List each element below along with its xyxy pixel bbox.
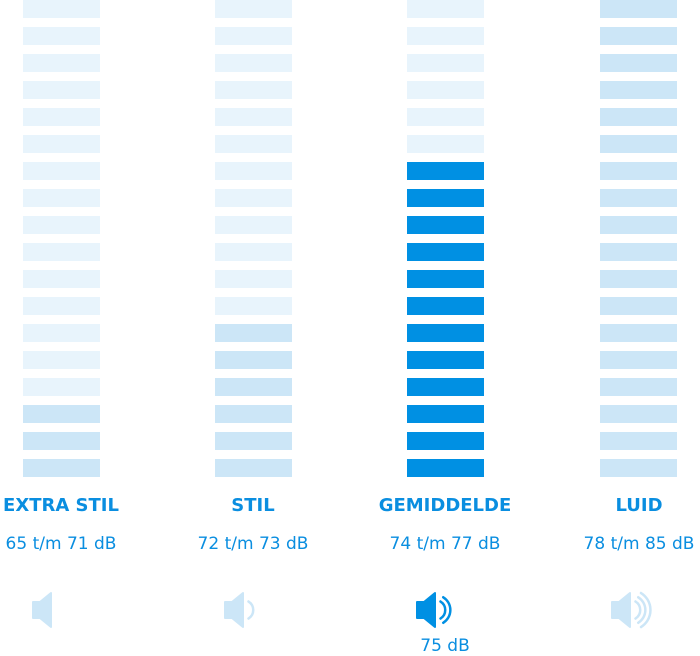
meter-segment bbox=[600, 189, 677, 207]
meter-segment bbox=[215, 216, 292, 234]
meter-segment bbox=[407, 135, 484, 153]
level-label: GEMIDDELDE bbox=[378, 495, 512, 516]
meter-segment bbox=[600, 351, 677, 369]
meter-segment bbox=[407, 459, 484, 477]
meter-segment bbox=[215, 378, 292, 396]
level-label: STIL bbox=[231, 495, 275, 516]
meter-segment bbox=[407, 297, 484, 315]
meter-segment bbox=[215, 324, 292, 342]
meter-segment bbox=[600, 432, 677, 450]
meter-segment bbox=[600, 216, 677, 234]
meter-segment bbox=[215, 243, 292, 261]
meter-segment bbox=[23, 81, 100, 99]
meter-segment bbox=[600, 135, 677, 153]
meter-segment bbox=[23, 135, 100, 153]
meter-segment bbox=[407, 54, 484, 72]
meter-segment bbox=[23, 324, 100, 342]
meter-segment bbox=[23, 243, 100, 261]
meter-segment bbox=[215, 108, 292, 126]
level-gemiddelde: GEMIDDELDE 74 t/m 77 dB 75 dB bbox=[349, 0, 541, 656]
meter-segment bbox=[23, 297, 100, 315]
speaker-1-wave-icon bbox=[224, 592, 255, 628]
meter-segment bbox=[600, 54, 677, 72]
meter-segment bbox=[407, 189, 484, 207]
speaker-3-waves-icon bbox=[611, 591, 652, 629]
meter-segment bbox=[407, 324, 484, 342]
level-label: LUID bbox=[615, 495, 663, 516]
meter-segment bbox=[600, 0, 677, 18]
level-meter bbox=[215, 0, 292, 477]
meter-segment bbox=[215, 297, 292, 315]
meter-segment bbox=[600, 108, 677, 126]
meter-segment bbox=[23, 378, 100, 396]
level-meter bbox=[23, 0, 100, 477]
level-range: 74 t/m 77 dB bbox=[389, 534, 501, 554]
meter-segment bbox=[407, 432, 484, 450]
meter-segment bbox=[407, 162, 484, 180]
level-luid: LUID 78 t/m 85 dB bbox=[543, 0, 700, 655]
meter-segment bbox=[215, 459, 292, 477]
meter-segment bbox=[600, 405, 677, 423]
meter-segment bbox=[407, 378, 484, 396]
meter-segment bbox=[407, 81, 484, 99]
meter-segment bbox=[23, 216, 100, 234]
meter-segment bbox=[23, 162, 100, 180]
meter-segment bbox=[215, 351, 292, 369]
meter-segment bbox=[215, 27, 292, 45]
meter-segment bbox=[600, 162, 677, 180]
level-label: EXTRA STIL bbox=[3, 495, 119, 516]
meter-segment bbox=[23, 459, 100, 477]
meter-segment bbox=[407, 216, 484, 234]
meter-segment bbox=[215, 54, 292, 72]
meter-segment bbox=[23, 432, 100, 450]
level-range: 78 t/m 85 dB bbox=[583, 534, 695, 554]
meter-segment bbox=[407, 0, 484, 18]
meter-segment bbox=[215, 432, 292, 450]
meter-segment bbox=[23, 189, 100, 207]
speaker-2-waves-icon bbox=[416, 592, 452, 628]
meter-segment bbox=[23, 54, 100, 72]
speaker-0-waves-icon bbox=[32, 592, 52, 628]
current-level-value: 75 dB bbox=[420, 636, 470, 656]
meter-segment bbox=[407, 27, 484, 45]
meter-segment bbox=[600, 297, 677, 315]
meter-segment bbox=[23, 0, 100, 18]
meter-segment bbox=[23, 270, 100, 288]
meter-segment bbox=[215, 135, 292, 153]
level-range: 72 t/m 73 dB bbox=[197, 534, 309, 554]
meter-segment bbox=[23, 108, 100, 126]
level-stil: STIL 72 t/m 73 dB bbox=[157, 0, 349, 655]
meter-segment bbox=[600, 459, 677, 477]
meter-segment bbox=[23, 27, 100, 45]
level-extra-stil: EXTRA STIL 65 t/m 71 dB bbox=[0, 0, 157, 655]
meter-segment bbox=[600, 270, 677, 288]
meter-segment bbox=[215, 0, 292, 18]
level-meter bbox=[407, 0, 484, 477]
meter-segment bbox=[600, 378, 677, 396]
meter-segment bbox=[215, 405, 292, 423]
meter-segment bbox=[407, 351, 484, 369]
meter-segment bbox=[407, 405, 484, 423]
meter-segment bbox=[407, 270, 484, 288]
meter-segment bbox=[215, 189, 292, 207]
meter-segment bbox=[23, 351, 100, 369]
level-meter bbox=[600, 0, 677, 477]
meter-segment bbox=[215, 162, 292, 180]
meter-segment bbox=[600, 27, 677, 45]
level-range: 65 t/m 71 dB bbox=[5, 534, 117, 554]
meter-segment bbox=[407, 108, 484, 126]
meter-segment bbox=[600, 324, 677, 342]
meter-segment bbox=[600, 81, 677, 99]
meter-segment bbox=[600, 243, 677, 261]
meter-segment bbox=[407, 243, 484, 261]
meter-segment bbox=[215, 81, 292, 99]
meter-segment bbox=[23, 405, 100, 423]
meter-segment bbox=[215, 270, 292, 288]
